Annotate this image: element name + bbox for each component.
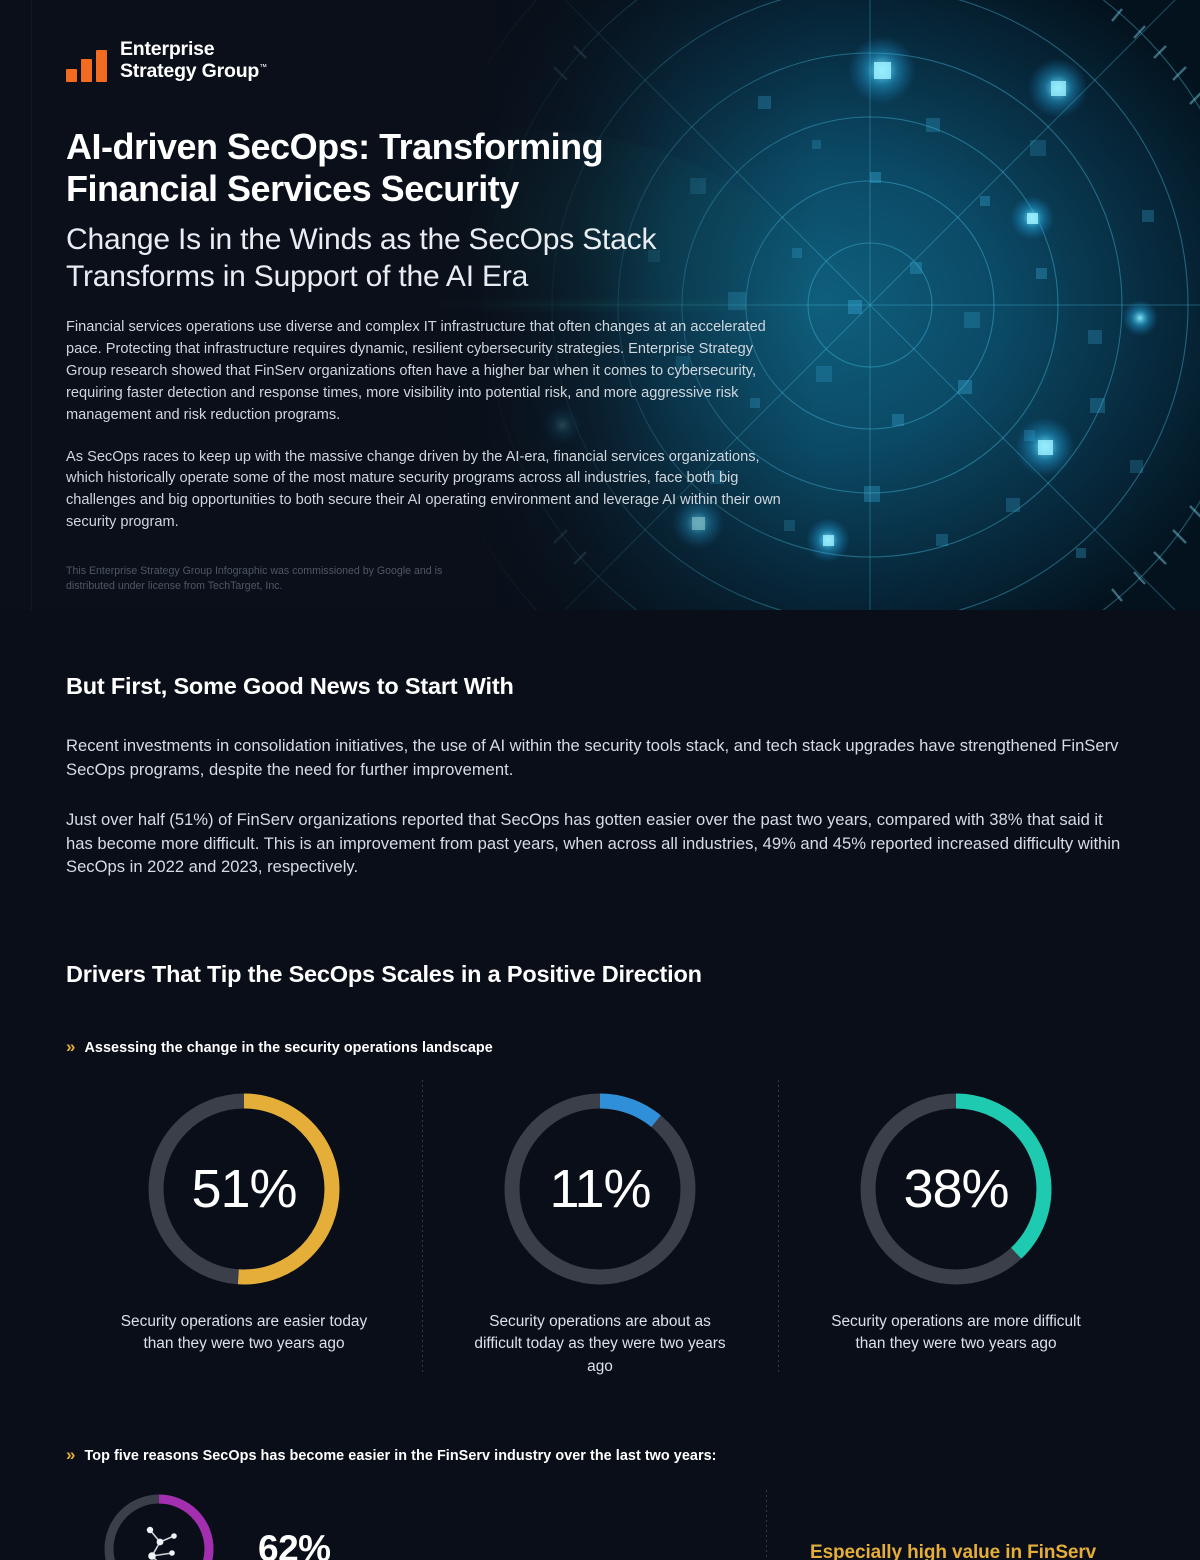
page-title: AI-driven SecOps: Transforming Financial… <box>66 126 604 210</box>
page-subtitle: Change Is in the Winds as the SecOps Sta… <box>66 222 657 293</box>
donut-value-label: 38% <box>903 1158 1009 1219</box>
donut-gauge-about-same: 11% Security operations are about as dif… <box>422 1079 778 1380</box>
donut-caption: Security operations are easier today tha… <box>120 1312 368 1353</box>
drivers-subhead-2: » Top five reasons SecOps has become eas… <box>66 1446 1134 1464</box>
drivers-heading: Drivers That Tip the SecOps Scales in a … <box>66 960 702 987</box>
donut-value-label: 51% <box>191 1158 297 1219</box>
logo-wordmark: Enterprise Strategy Group™ <box>120 38 267 82</box>
donut-chart: 11% <box>497 1086 703 1292</box>
reason-value-label: 62% <box>258 1527 331 1560</box>
reason-donut-chart <box>100 1490 218 1560</box>
hero-banner: Enterprise Strategy Group™ AI-driven Sec… <box>0 0 1200 610</box>
top-reasons-section: » Top five reasons SecOps has become eas… <box>0 1380 1200 1560</box>
good-news-paragraph-1: Recent investments in consolidation init… <box>66 736 1119 779</box>
top-reason-row: 62% Especially high value in FinServ <box>66 1489 1134 1560</box>
top-reason-item: 62% <box>66 1490 766 1560</box>
double-chevron-right-icon: » <box>66 1036 76 1056</box>
reason-note-label: Especially high value in FinServ <box>810 1541 1097 1560</box>
donut-value-label: 11% <box>549 1158 651 1219</box>
drivers-subhead-1: » Assessing the change in the security o… <box>66 1038 1134 1056</box>
drivers-subhead-1-label: Assessing the change in the security ope… <box>84 1039 493 1056</box>
donut-chart: 51% <box>141 1086 347 1292</box>
drivers-subhead-2-label: Top five reasons SecOps has become easie… <box>84 1447 717 1464</box>
hero-paragraph-1: Financial services operations use divers… <box>66 319 766 423</box>
hero-content: Enterprise Strategy Group™ AI-driven Sec… <box>0 0 820 594</box>
donut-gauge-more-difficult: 38% Security operations are more difficu… <box>778 1079 1134 1380</box>
donut-gauge-row: 51% Security operations are easier today… <box>66 1079 1134 1380</box>
drivers-section: Drivers That Tip the SecOps Scales in a … <box>0 879 1200 1380</box>
good-news-heading: But First, Some Good News to Start With <box>66 673 514 699</box>
logo-line-1: Enterprise <box>120 38 215 60</box>
hero-paragraph-2: As SecOps races to keep up with the mass… <box>66 448 781 531</box>
good-news-section: But First, Some Good News to Start With … <box>0 610 1200 879</box>
network-nodes-icon <box>100 1490 218 1560</box>
donut-chart: 38% <box>853 1086 1059 1292</box>
hero-left-rule <box>31 0 32 610</box>
bar-chart-logo-icon <box>66 50 107 83</box>
esg-logo: Enterprise Strategy Group™ <box>66 38 820 83</box>
double-chevron-right-icon: » <box>66 1444 76 1464</box>
donut-caption: Security operations are more difficult t… <box>831 1312 1081 1353</box>
donut-gauge-easier: 51% Security operations are easier today… <box>66 1080 422 1380</box>
donut-caption: Security operations are about as difficu… <box>474 1312 726 1376</box>
reason-note-block: Especially high value in FinServ <box>766 1489 1134 1560</box>
logo-line-2: Strategy Group <box>120 60 260 83</box>
trademark-symbol: ™ <box>259 62 267 72</box>
commission-credit: This Enterprise Strategy Group Infograph… <box>66 565 443 593</box>
good-news-paragraph-2: Just over half (51%) of FinServ organiza… <box>66 810 1121 877</box>
